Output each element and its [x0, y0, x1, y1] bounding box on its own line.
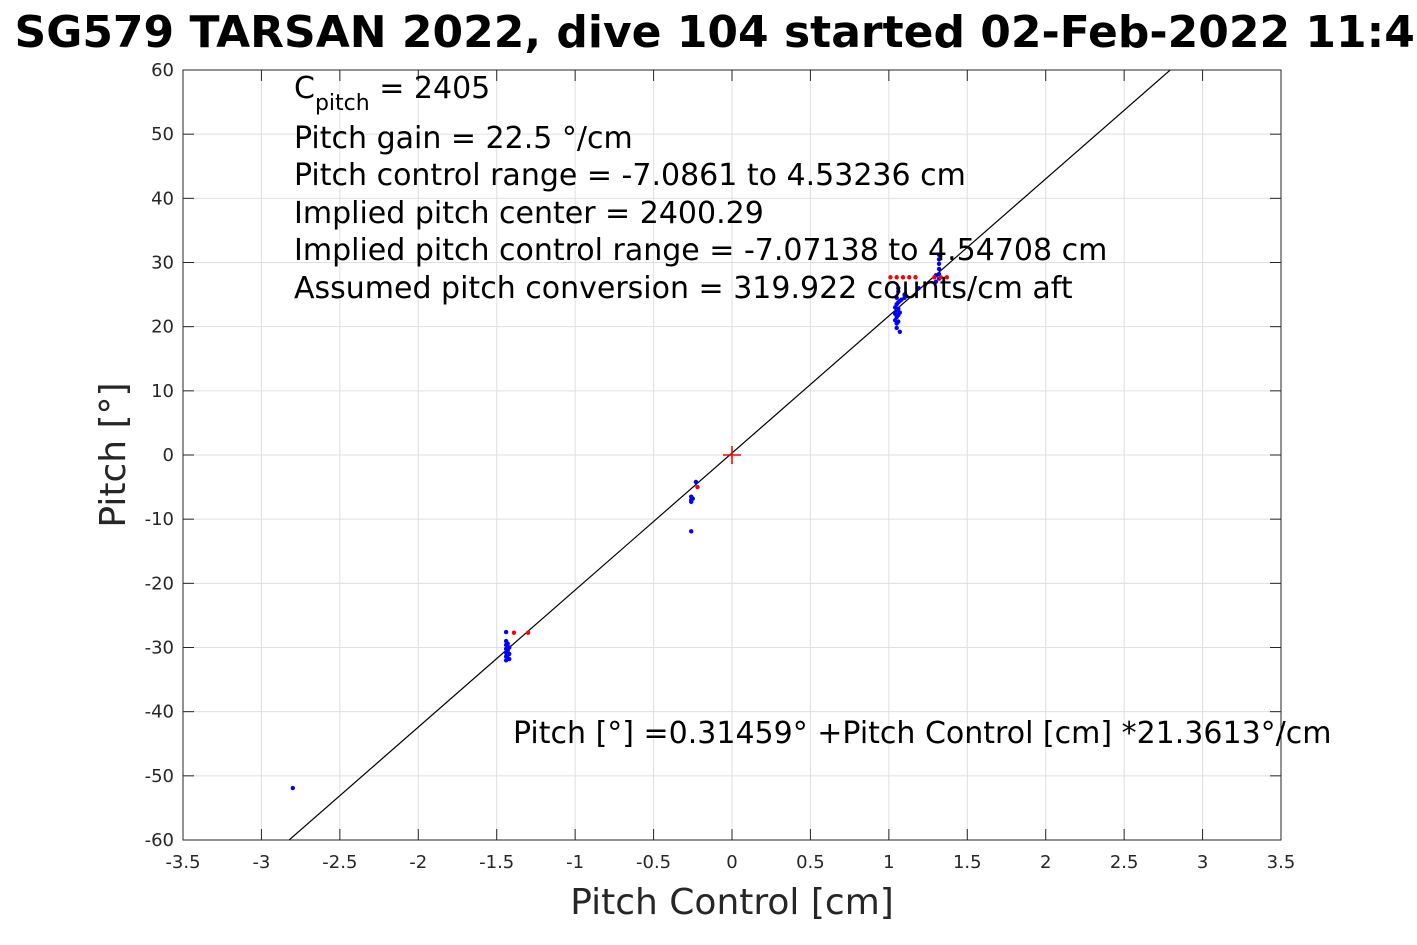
data-point — [507, 651, 512, 657]
data-point — [693, 479, 699, 485]
x-tick-label: 0.5 — [796, 852, 825, 873]
y-tick-label: 40 — [151, 188, 174, 209]
x-tick-label: 1 — [883, 852, 894, 873]
x-tick-label: 2 — [1040, 852, 1051, 873]
implied-range-annotation: Implied pitch control range = -7.07138 t… — [294, 233, 1107, 268]
x-tick-label: -2 — [409, 852, 427, 873]
data-point — [503, 629, 509, 635]
data-point — [900, 275, 906, 280]
data-point — [896, 289, 901, 294]
data-point — [888, 275, 893, 280]
y-tick-label: 30 — [151, 253, 174, 274]
y-tick-label: -30 — [145, 638, 174, 659]
data-point — [894, 295, 899, 300]
y-tick-label: 60 — [151, 60, 174, 81]
data-point — [936, 252, 942, 257]
data-point — [902, 295, 907, 300]
data-point — [936, 261, 942, 266]
y-tick-label: -50 — [145, 766, 174, 787]
implied-center-annotation: Implied pitch center = 2400.29 — [294, 196, 764, 231]
center-marker — [723, 446, 741, 464]
x-tick-label: 3 — [1197, 852, 1208, 873]
data-point — [290, 785, 295, 791]
data-point — [505, 641, 510, 646]
x-tick-label: -2.5 — [322, 852, 357, 873]
x-tick-label: -1 — [566, 852, 584, 873]
x-tick-label: 0 — [726, 852, 737, 873]
data-point — [913, 275, 918, 280]
series-0 — [290, 252, 942, 791]
data-point — [897, 329, 903, 334]
data-point — [896, 306, 901, 311]
data-point — [933, 279, 939, 284]
annotation-block: Cpitch = 2405 Pitch gain = 22.5 °/cm Pit… — [294, 71, 1107, 306]
c-pitch-symbol: C — [294, 71, 315, 106]
data-point — [689, 529, 694, 534]
x-tick-label: -3 — [252, 852, 270, 873]
x-tick-label: 1.5 — [953, 852, 982, 873]
data-points — [290, 252, 950, 791]
data-point — [936, 266, 942, 272]
data-point — [507, 656, 512, 662]
data-point — [896, 319, 901, 324]
x-tick-label: 2.5 — [1110, 852, 1139, 873]
x-tick-label: -1.5 — [479, 852, 514, 873]
x-tick-label: -3.5 — [165, 852, 200, 873]
series-1 — [511, 275, 950, 635]
tick-labels: -3.5 -3 -2.5 -2 -1.5 -1 -0.5 0 0.5 1 1.5 2 2.5 3 3.5 -6… — [145, 60, 1296, 873]
data-point — [894, 275, 899, 280]
data-point — [894, 325, 899, 331]
y-tick-label: -10 — [145, 509, 174, 530]
assumed-conversion-annotation: Assumed pitch conversion = 319.922 count… — [294, 271, 1073, 306]
data-point — [525, 630, 531, 635]
c-pitch-value: = 2405 — [370, 71, 491, 106]
data-point — [916, 285, 921, 291]
fit-equation-annotation: Pitch [°] =0.31459° +Pitch Control [cm] … — [513, 716, 1331, 751]
data-point — [690, 496, 695, 501]
plot-frame — [182, 69, 1282, 841]
y-tick-label: 0 — [163, 445, 174, 466]
y-tick-label: 10 — [151, 381, 174, 402]
y-tick-label: 20 — [151, 317, 174, 338]
data-point — [695, 484, 700, 490]
data-point — [902, 292, 907, 297]
control-range-annotation: Pitch control range = -7.0861 to 4.53236… — [294, 158, 966, 193]
data-point — [896, 285, 901, 291]
y-tick-label: 50 — [151, 124, 174, 145]
x-tick-label: 3.5 — [1267, 852, 1296, 873]
y-tick-label: -60 — [145, 830, 174, 851]
chart-title: SG579 TARSAN 2022, dive 104 started 02-F… — [15, 7, 1417, 58]
data-point — [944, 275, 950, 280]
x-axis-label: Pitch Control [cm] — [570, 882, 894, 923]
y-tick-label: -40 — [145, 702, 174, 723]
x-tick-label: -0.5 — [636, 852, 671, 873]
y-tick-label: -20 — [145, 573, 174, 594]
data-point — [938, 275, 943, 280]
c-pitch-annotation: Cpitch = 2405 — [294, 71, 490, 116]
data-point — [907, 275, 912, 280]
c-pitch-subscript: pitch — [315, 91, 370, 116]
data-point — [511, 630, 517, 635]
data-point — [507, 645, 512, 650]
y-axis-label: Pitch [°] — [93, 382, 134, 527]
data-point — [936, 257, 942, 262]
data-point — [932, 275, 937, 280]
data-point — [897, 310, 903, 315]
pitch-gain-annotation: Pitch gain = 22.5 °/cm — [294, 121, 633, 156]
